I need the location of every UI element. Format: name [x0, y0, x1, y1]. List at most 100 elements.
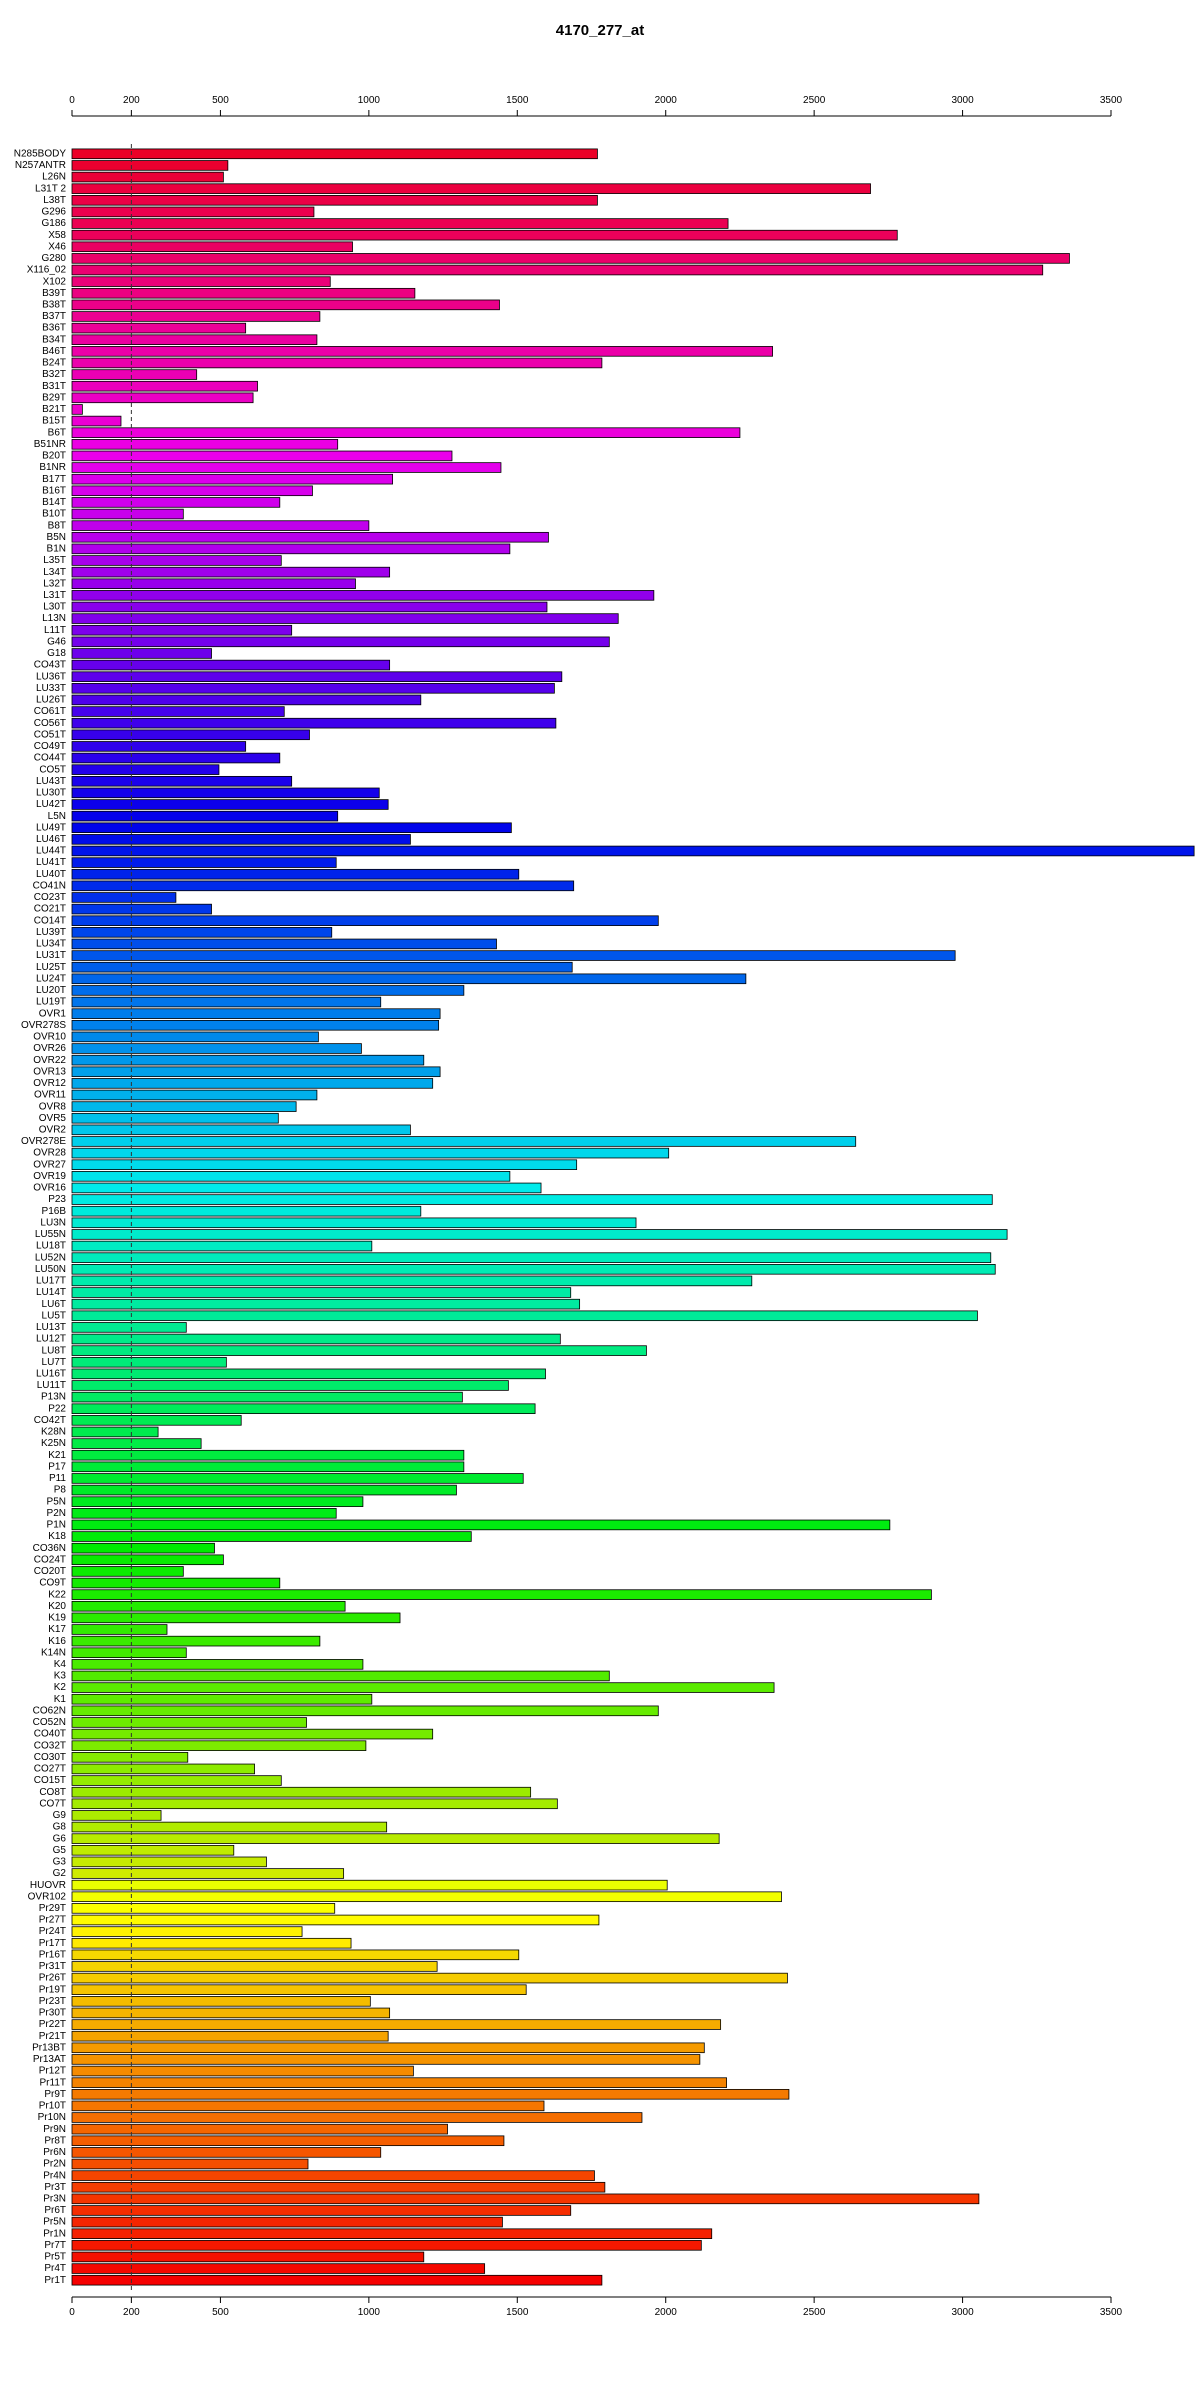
- y-tick-label: Pr6N: [43, 2147, 66, 2158]
- bar: [71, 915, 659, 926]
- bar: [71, 2123, 448, 2135]
- bar: [71, 380, 258, 392]
- bar: [71, 892, 177, 903]
- bar: [71, 2170, 595, 2181]
- y-tick-label: OVR5: [39, 1113, 67, 1124]
- y-tick-label: P16B: [42, 1206, 67, 1217]
- y-tick-label: Pr8T: [44, 2135, 66, 2146]
- y-tick-label: G5: [53, 1845, 67, 1856]
- y-tick-label: B29T: [42, 392, 66, 403]
- bar: [71, 613, 619, 624]
- y-tick-label: LU19T: [36, 997, 66, 1008]
- y-tick-label: LU33T: [36, 683, 66, 694]
- x-tick-label: 3000: [951, 95, 974, 106]
- y-tick-label: X116_02: [27, 265, 67, 276]
- y-tick-label: B1N: [47, 544, 66, 555]
- y-tick-label: P11: [49, 1473, 66, 1484]
- y-tick-label: Pr10N: [38, 2112, 66, 2123]
- y-tick-label: L31T 2: [35, 183, 66, 194]
- bar: [71, 253, 1070, 264]
- bar: [71, 1949, 520, 1961]
- bar: [71, 2007, 391, 2019]
- y-tick-label: B1NR: [39, 462, 66, 473]
- bar: [71, 1496, 364, 1507]
- y-tick-label: L34T: [43, 567, 66, 578]
- y-tick-label: LU12T: [36, 1334, 66, 1345]
- y-tick-label: CO44T: [34, 753, 66, 764]
- bar: [71, 1449, 465, 1461]
- bar: [71, 462, 502, 473]
- bar: [71, 624, 293, 636]
- y-tick-label: B46T: [42, 346, 66, 357]
- bar: [71, 2193, 980, 2205]
- y-tick-label: G2: [53, 1868, 67, 1879]
- bar: [71, 1461, 465, 1473]
- y-tick-label: K21: [48, 1450, 66, 1461]
- bar: [71, 404, 83, 415]
- bar: [71, 636, 610, 648]
- bar: [71, 1310, 978, 1322]
- y-tick-label: CO62N: [33, 1705, 66, 1716]
- y-tick-label: B17T: [42, 474, 66, 485]
- bar: [71, 1101, 297, 1112]
- bar: [71, 1508, 337, 1519]
- y-tick-label: OVR12: [33, 1078, 66, 1089]
- y-tick-label: Pr9N: [43, 2124, 66, 2135]
- bar: [71, 927, 333, 938]
- y-tick-label: CO27T: [34, 1764, 66, 1775]
- x-tick-label: 3000: [951, 2307, 974, 2318]
- bar: [71, 1566, 184, 1577]
- bar: [71, 1972, 788, 1984]
- y-tick-label: CO51T: [34, 729, 66, 740]
- y-tick-label: G9: [53, 1810, 67, 1821]
- y-tick-label: CO36N: [33, 1543, 66, 1554]
- y-tick-label: OVR11: [34, 1090, 66, 1101]
- bar: [71, 845, 1195, 857]
- bar: [71, 369, 198, 380]
- bar: [71, 1879, 668, 1891]
- bar: [71, 1810, 162, 1821]
- y-tick-label: K3: [54, 1671, 67, 1682]
- y-tick-label: B36T: [42, 323, 66, 334]
- y-tick-label: LU8T: [42, 1345, 66, 1356]
- y-tick-label: Pr17T: [39, 1938, 66, 1949]
- y-tick-label: LU14T: [36, 1287, 66, 1298]
- bar: [71, 671, 563, 682]
- y-tick-label: G280: [42, 253, 67, 264]
- bar: [71, 508, 184, 520]
- bar: [71, 1589, 932, 1600]
- y-tick-label: B16T: [42, 485, 66, 496]
- bar: [71, 299, 500, 311]
- y-tick-label: Pr1T: [44, 2275, 66, 2286]
- bar: [71, 1914, 600, 1926]
- bar: [71, 1043, 362, 1054]
- bar: [71, 1426, 159, 1438]
- bar: [71, 1438, 202, 1449]
- y-tick-label: LU30T: [36, 788, 66, 799]
- bar: [71, 1008, 441, 1019]
- y-tick-label: CO49T: [34, 741, 66, 752]
- x-tick-label: 3500: [1100, 95, 1123, 106]
- bar: [71, 171, 224, 183]
- bar: [71, 1542, 215, 1554]
- y-tick-label: B37T: [42, 311, 66, 322]
- y-tick-label: LU42T: [36, 799, 66, 810]
- bar: [71, 1740, 367, 1751]
- y-tick-label: B5N: [47, 532, 66, 543]
- y-tick-label: X102: [43, 276, 67, 287]
- y-tick-label: Pr13AT: [33, 2054, 66, 2065]
- bar: [71, 648, 212, 659]
- y-tick-label: OVR16: [33, 1183, 66, 1194]
- bar: [71, 1287, 572, 1298]
- y-tick-label: Pr16T: [39, 1949, 66, 1960]
- bar: [71, 1728, 434, 1740]
- x-tick-label: 3500: [1100, 2307, 1123, 2318]
- y-tick-label: B8T: [48, 520, 66, 531]
- bar: [71, 1089, 318, 1101]
- y-tick-label: CO15T: [34, 1775, 66, 1786]
- y-tick-label: LU6T: [42, 1299, 66, 1310]
- bar: [71, 1519, 891, 1531]
- bar: [71, 950, 956, 961]
- bar: [71, 1484, 457, 1496]
- y-tick-label: CO8T: [39, 1787, 66, 1798]
